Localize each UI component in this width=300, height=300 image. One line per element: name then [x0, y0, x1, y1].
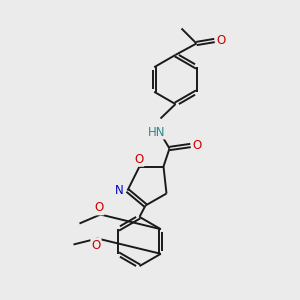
Text: O: O [92, 238, 100, 252]
Text: O: O [134, 153, 143, 166]
Text: O: O [94, 201, 103, 214]
Text: O: O [217, 34, 226, 47]
Text: N: N [115, 184, 124, 197]
Text: O: O [193, 139, 202, 152]
Text: HN: HN [148, 125, 166, 139]
